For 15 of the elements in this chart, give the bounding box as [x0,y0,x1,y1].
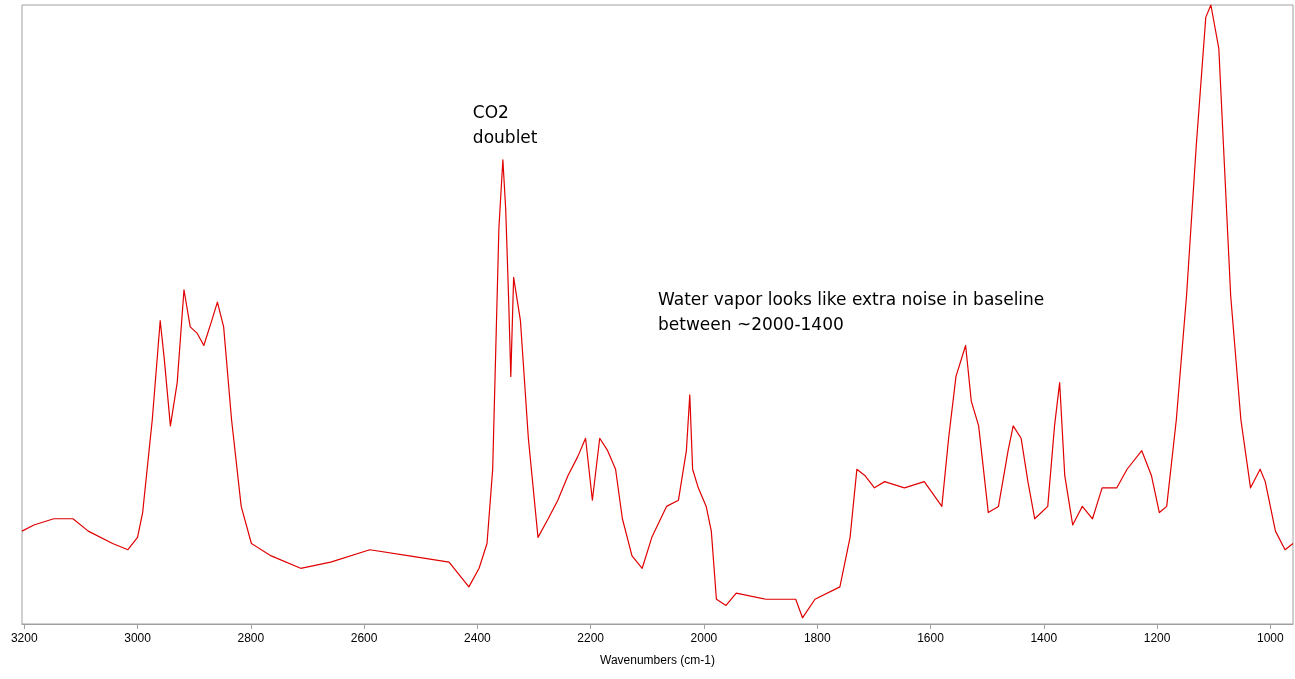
x-tick-label: 1200 [1143,631,1171,645]
x-tick-label: 2800 [237,631,265,645]
x-tick-label: 1800 [803,631,831,645]
x-tick-label: 1600 [917,631,945,645]
x-tick-label: 3000 [124,631,152,645]
x-tick-label: 3200 [10,631,38,645]
x-tick-label: 2000 [690,631,718,645]
annotation: CO2 doublet [472,102,538,148]
x-tick-label: 1400 [1030,631,1058,645]
x-axis-title: Wavenumbers (cm-1) [600,653,715,667]
x-tick-label: 2400 [464,631,492,645]
x-tick-label: 1000 [1256,631,1285,645]
x-tick-label: 2600 [350,631,378,645]
x-tick-label: 2200 [577,631,605,645]
annotation: Water vapor looks like extra noise in baseline between ~2000-1400 [658,288,1045,334]
